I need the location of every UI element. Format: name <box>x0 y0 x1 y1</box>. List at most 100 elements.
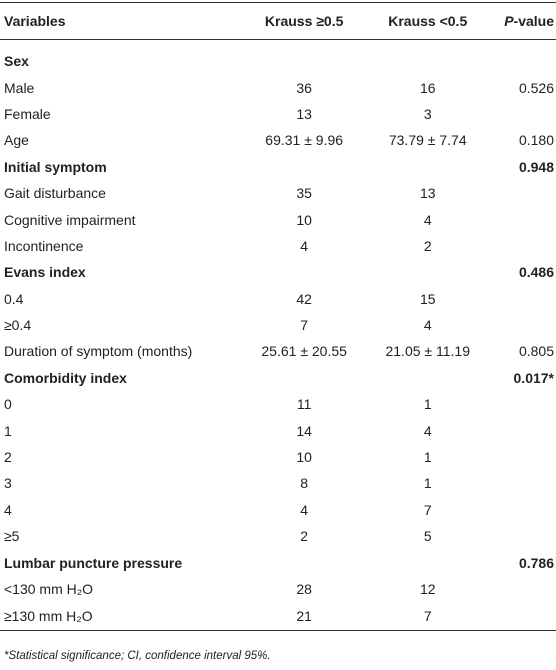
cell: 7 <box>300 317 309 334</box>
data-row: ≥130 mm H₂O 21 7 <box>0 602 556 632</box>
cell <box>252 154 356 180</box>
cell: 0.948 <box>518 158 554 175</box>
cell: 69.31 ± 9.96 <box>265 132 344 149</box>
cell: 7 <box>356 602 500 632</box>
cell <box>499 417 556 443</box>
cell: 0.486 <box>518 264 554 281</box>
cell: 11 <box>296 396 312 413</box>
cell: Evans index <box>4 264 86 281</box>
column-header: P-value <box>499 2 556 40</box>
cell <box>252 259 356 285</box>
cell <box>252 549 356 575</box>
cell: 21.05 ± 11.19 <box>385 343 470 360</box>
cell: 0.786 <box>518 554 554 571</box>
cell <box>499 286 556 312</box>
cell: ≥130 mm H₂O <box>0 602 252 632</box>
cell: 73.79 ± 7.74 <box>388 132 467 149</box>
cell: 42 <box>296 290 312 307</box>
cell: 0.180 <box>518 132 554 149</box>
cell: 12 <box>419 581 436 597</box>
data-row: Male 36 16 0.526 <box>0 74 556 100</box>
cell: 4 <box>300 501 309 518</box>
cell: Age <box>4 132 29 149</box>
column-header: Variables <box>0 2 252 40</box>
cell: 13 <box>419 185 436 202</box>
cell: Gait disturbance <box>4 185 106 202</box>
cell: Comorbidity index <box>4 369 127 386</box>
cell: 16 <box>419 79 436 96</box>
section-row: Initial symptom 0.948 <box>0 154 556 180</box>
footnote: *Statistical significance; CI, confidenc… <box>4 650 271 662</box>
cell: 10 <box>296 211 312 228</box>
cell: 0 <box>4 396 12 413</box>
cell: 21 <box>252 602 357 632</box>
data-row: Age 69.31 ± 9.96 73.79 ± 7.74 0.180 <box>0 127 556 153</box>
cell: 5 <box>423 528 432 545</box>
data-row: 2 10 1 <box>0 444 556 470</box>
cell <box>499 233 556 259</box>
data-row: 1 14 4 <box>0 417 556 443</box>
data-row: Female 13 3 <box>0 101 556 127</box>
cell: 7 <box>423 501 432 518</box>
cell: 2 <box>4 449 12 466</box>
data-row: Cognitive impairment 10 4 <box>0 206 556 232</box>
cell: 35 <box>296 185 312 202</box>
cell: 1 <box>4 422 12 439</box>
cell: 4 <box>423 317 432 334</box>
cell: 10 <box>296 449 312 466</box>
cell <box>499 180 556 206</box>
cell <box>499 470 556 496</box>
cell <box>356 154 499 180</box>
cell: 3 <box>423 105 432 122</box>
section-row: Evans index 0.486 <box>0 259 556 285</box>
cell: 4 <box>423 422 432 439</box>
cell: 8 <box>300 475 309 492</box>
cell: 0.805 <box>518 343 554 360</box>
cell: 14 <box>296 422 312 439</box>
cell: 2 <box>423 237 432 254</box>
cell <box>499 497 556 523</box>
cell <box>499 444 556 470</box>
data-table: Variables Krauss ≥0.5 Krauss <0.5 P-value S… <box>0 2 556 632</box>
section-row: Sex <box>0 40 556 75</box>
data-row: <130 mm H₂O 28 12 <box>0 576 556 602</box>
cell: ≥5 <box>4 528 20 545</box>
cell: Female <box>4 105 51 122</box>
cell: Cognitive impairment <box>4 211 136 228</box>
cell: 4 <box>4 501 12 518</box>
cell: Sex <box>4 53 29 70</box>
cell: <130 mm H₂O <box>4 581 94 597</box>
cell <box>499 101 556 127</box>
cell <box>499 602 556 632</box>
cell <box>499 576 556 602</box>
cell <box>356 365 499 391</box>
cell: 36 <box>296 79 312 96</box>
cell: 1 <box>423 396 432 413</box>
cell: 3 <box>4 475 12 492</box>
cell: 1 <box>423 475 432 492</box>
cell: 15 <box>419 290 436 307</box>
cell: Incontinence <box>4 237 84 254</box>
cell: Male <box>4 79 35 96</box>
data-row: Duration of symptom (months) 25.61 ± 20.5… <box>0 338 556 364</box>
cell: 2 <box>300 528 309 545</box>
cell: 0.4 <box>4 290 24 307</box>
column-header: Krauss ≥0.5 <box>252 2 357 40</box>
cell: Duration of symptom (months) <box>4 343 193 360</box>
cell: Initial symptom <box>4 158 107 175</box>
section-row: Lumbar puncture pressure 0.786 <box>0 549 556 575</box>
cell: 13 <box>296 105 312 122</box>
header-row: Variables Krauss ≥0.5 Krauss <0.5 P-value <box>0 2 556 40</box>
cell: 4 <box>423 211 432 228</box>
cell <box>499 40 556 75</box>
cell: 0.526 <box>518 79 554 96</box>
data-row: 0.4 42 15 <box>0 286 556 312</box>
cell <box>356 259 499 285</box>
cell: 1 <box>423 449 432 466</box>
data-row: ≥0.4 7 4 <box>0 312 556 338</box>
data-row: ≥5 2 5 <box>0 523 556 549</box>
data-row: 0 11 1 <box>0 391 556 417</box>
data-row: Gait disturbance 35 13 <box>0 180 556 206</box>
cell: 28 <box>296 581 312 597</box>
cell <box>356 40 499 75</box>
